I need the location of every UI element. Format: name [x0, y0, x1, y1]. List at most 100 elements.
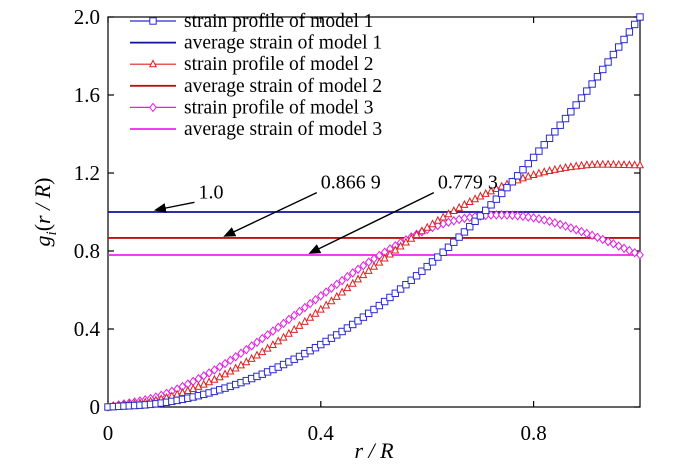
- y-axis-title: gi(r / R): [30, 178, 60, 247]
- series-point: [609, 239, 618, 249]
- series-point: [503, 210, 511, 220]
- legend-marker: [148, 59, 158, 68]
- series-point: [401, 237, 410, 246]
- series-point: [300, 316, 309, 325]
- series-point: [556, 219, 565, 230]
- series-point: [380, 297, 389, 306]
- series-point: [284, 328, 293, 337]
- series-point: [535, 214, 543, 224]
- series-point: [391, 289, 399, 297]
- series-point: [354, 317, 362, 325]
- series-point: [487, 186, 496, 195]
- series-point: [316, 291, 325, 301]
- series-point: [327, 296, 336, 305]
- series-point: [497, 210, 506, 220]
- annotation-label: 1.0: [198, 181, 223, 203]
- series-point: [609, 50, 618, 59]
- series-point: [540, 215, 549, 225]
- series-point: [418, 267, 426, 275]
- series-point: [258, 333, 267, 344]
- series-point: [306, 298, 315, 309]
- series-point: [449, 205, 458, 215]
- series-point: [625, 160, 634, 169]
- series-point: [566, 223, 575, 233]
- series-point: [465, 196, 474, 205]
- series-point: [348, 268, 357, 278]
- series-point: [343, 283, 352, 292]
- series-point: [630, 160, 639, 169]
- series-point: [327, 283, 336, 293]
- series-point: [540, 141, 548, 149]
- series-point: [545, 216, 554, 227]
- series-point: [572, 224, 581, 235]
- series-point: [279, 332, 288, 341]
- series-point: [614, 241, 623, 251]
- series-point: [253, 337, 261, 348]
- series-point: [194, 381, 203, 390]
- series-point: [322, 300, 331, 309]
- y-tick-label: 1.2: [74, 161, 100, 185]
- series-point: [550, 164, 559, 173]
- legend-label: strain profile of model 3: [184, 97, 374, 118]
- series-point: [466, 222, 474, 231]
- series-point: [428, 258, 437, 266]
- series-point: [375, 257, 384, 266]
- series-point: [274, 322, 283, 333]
- x-tick-label: 0.8: [520, 421, 546, 445]
- series-1: [104, 13, 644, 411]
- series-point: [540, 167, 549, 176]
- series-point: [588, 80, 596, 88]
- series-point: [354, 274, 363, 283]
- series-point: [434, 253, 442, 261]
- series-point: [359, 260, 368, 271]
- legend-entry: strain profile of model 1: [130, 11, 374, 32]
- series-line: [107, 163, 641, 408]
- annotation-arrow: [223, 191, 318, 237]
- series-point: [391, 245, 400, 254]
- series-point: [535, 147, 543, 155]
- series-point: [593, 73, 602, 81]
- y-axis-title-rest: (: [30, 224, 55, 231]
- series-point: [614, 159, 623, 168]
- series-point: [226, 366, 235, 375]
- series-point: [210, 374, 219, 383]
- series-point: [354, 264, 362, 275]
- legend: strain profile of model 1 average strain …: [130, 11, 382, 140]
- series-point: [295, 306, 304, 317]
- series-point: [199, 379, 208, 388]
- series-point: [407, 276, 415, 284]
- series-point: [359, 313, 368, 321]
- series-point: [620, 35, 628, 44]
- series-point: [460, 199, 469, 208]
- series-point: [551, 128, 559, 136]
- series-point: [300, 302, 309, 313]
- series-point: [519, 211, 527, 222]
- series-point: [274, 336, 283, 345]
- series-point: [598, 234, 607, 245]
- series-point: [561, 162, 570, 171]
- series-point: [311, 294, 320, 305]
- series-point: [316, 304, 325, 313]
- series-point: [630, 20, 639, 29]
- y-tick-label: 1.6: [74, 83, 100, 107]
- series-point: [242, 344, 251, 355]
- x-tick-label: 0.4: [308, 421, 335, 445]
- y-axis-title-close: ): [30, 178, 55, 185]
- legend-marker: [149, 17, 157, 25]
- annotation-layer: 1.0 0.866 9 0.779 3: [153, 172, 498, 254]
- legend-entry: strain profile of model 3: [130, 97, 374, 118]
- series-point: [237, 348, 245, 359]
- legend-label: strain profile of model 1: [184, 11, 374, 32]
- legend-entry: average strain of model 3: [130, 119, 382, 140]
- x-axis-title: r / R: [354, 438, 394, 463]
- series-point: [348, 278, 357, 287]
- series-point: [513, 172, 522, 180]
- series-point: [210, 365, 219, 375]
- series-point: [279, 318, 288, 329]
- series-point: [508, 178, 517, 186]
- series-point: [364, 265, 373, 274]
- series-point: [205, 368, 213, 378]
- series-point: [492, 210, 501, 220]
- series-point: [529, 170, 538, 179]
